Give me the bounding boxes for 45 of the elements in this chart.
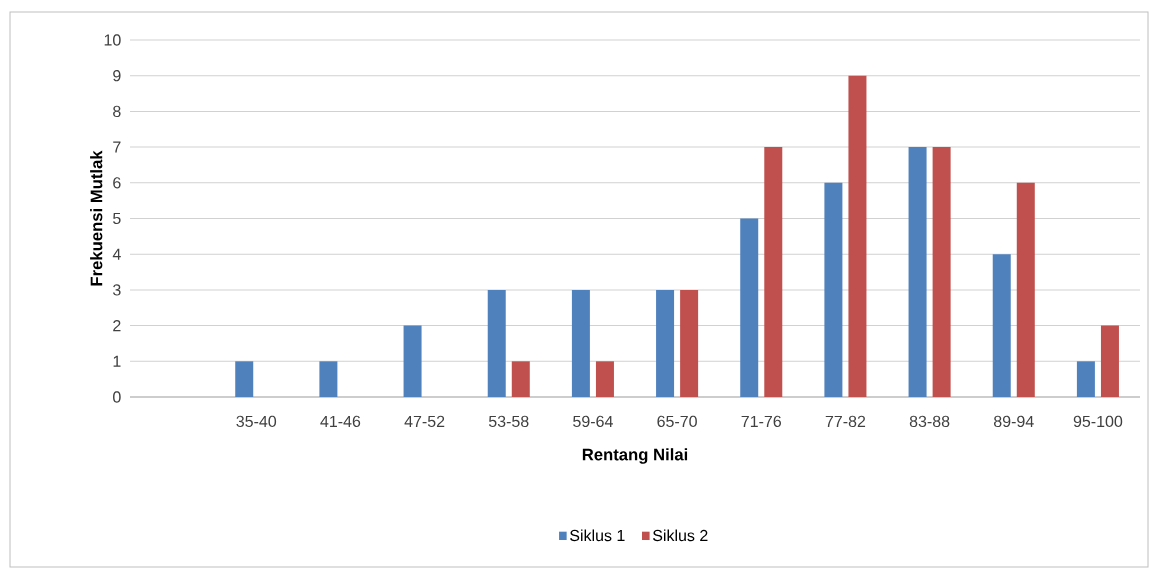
bar (908, 147, 927, 397)
y-tick-label: 7 (113, 141, 121, 153)
y-tick-label: 4 (112, 248, 121, 260)
bar (319, 361, 338, 397)
x-tick-label: 65-70 (657, 415, 697, 428)
bar (1100, 325, 1119, 397)
y-tick-label: 10 (104, 34, 121, 46)
x-tick-label: 77-82 (825, 415, 866, 428)
x-tick-label: 47-52 (404, 415, 445, 428)
bar (571, 289, 590, 397)
bar (1016, 182, 1035, 397)
y-tick-label: 3 (113, 284, 121, 296)
bar (1076, 361, 1095, 397)
bar (932, 147, 951, 397)
y-tick-label: 6 (113, 177, 121, 189)
x-tick-label: 89-94 (993, 415, 1034, 428)
bar (595, 361, 614, 397)
x-tick-label: 59-64 (573, 415, 613, 428)
bar (235, 361, 254, 397)
x-axis-title: Rentang Nilai (582, 448, 688, 464)
y-tick-label: 1 (113, 355, 121, 367)
x-tick-label: 71-76 (741, 415, 782, 428)
y-axis-title: Frekuensi Mutlak (90, 150, 103, 286)
bar (487, 289, 506, 397)
y-tick-label: 5 (113, 212, 121, 225)
bar (848, 75, 867, 397)
bar (680, 289, 699, 397)
bar (740, 218, 759, 397)
x-tick-label: 83-88 (909, 415, 950, 428)
bar (511, 361, 530, 397)
bar (656, 289, 675, 397)
y-tick-label: 9 (113, 70, 121, 82)
x-tick-label: 35-40 (236, 415, 277, 428)
x-tick-label: 53-58 (488, 415, 529, 428)
x-tick-label: 95-100 (1073, 415, 1123, 428)
legend-label: Siklus 2 (652, 529, 708, 542)
x-tick-label: 41-46 (320, 415, 361, 428)
bar (403, 325, 422, 397)
bar (824, 182, 843, 397)
bar (992, 254, 1011, 397)
legend-label: Siklus 1 (570, 529, 625, 542)
y-tick-label: 2 (113, 320, 121, 332)
y-tick-label: 8 (113, 105, 121, 118)
bar (764, 147, 783, 397)
y-tick-label: 0 (113, 391, 121, 403)
